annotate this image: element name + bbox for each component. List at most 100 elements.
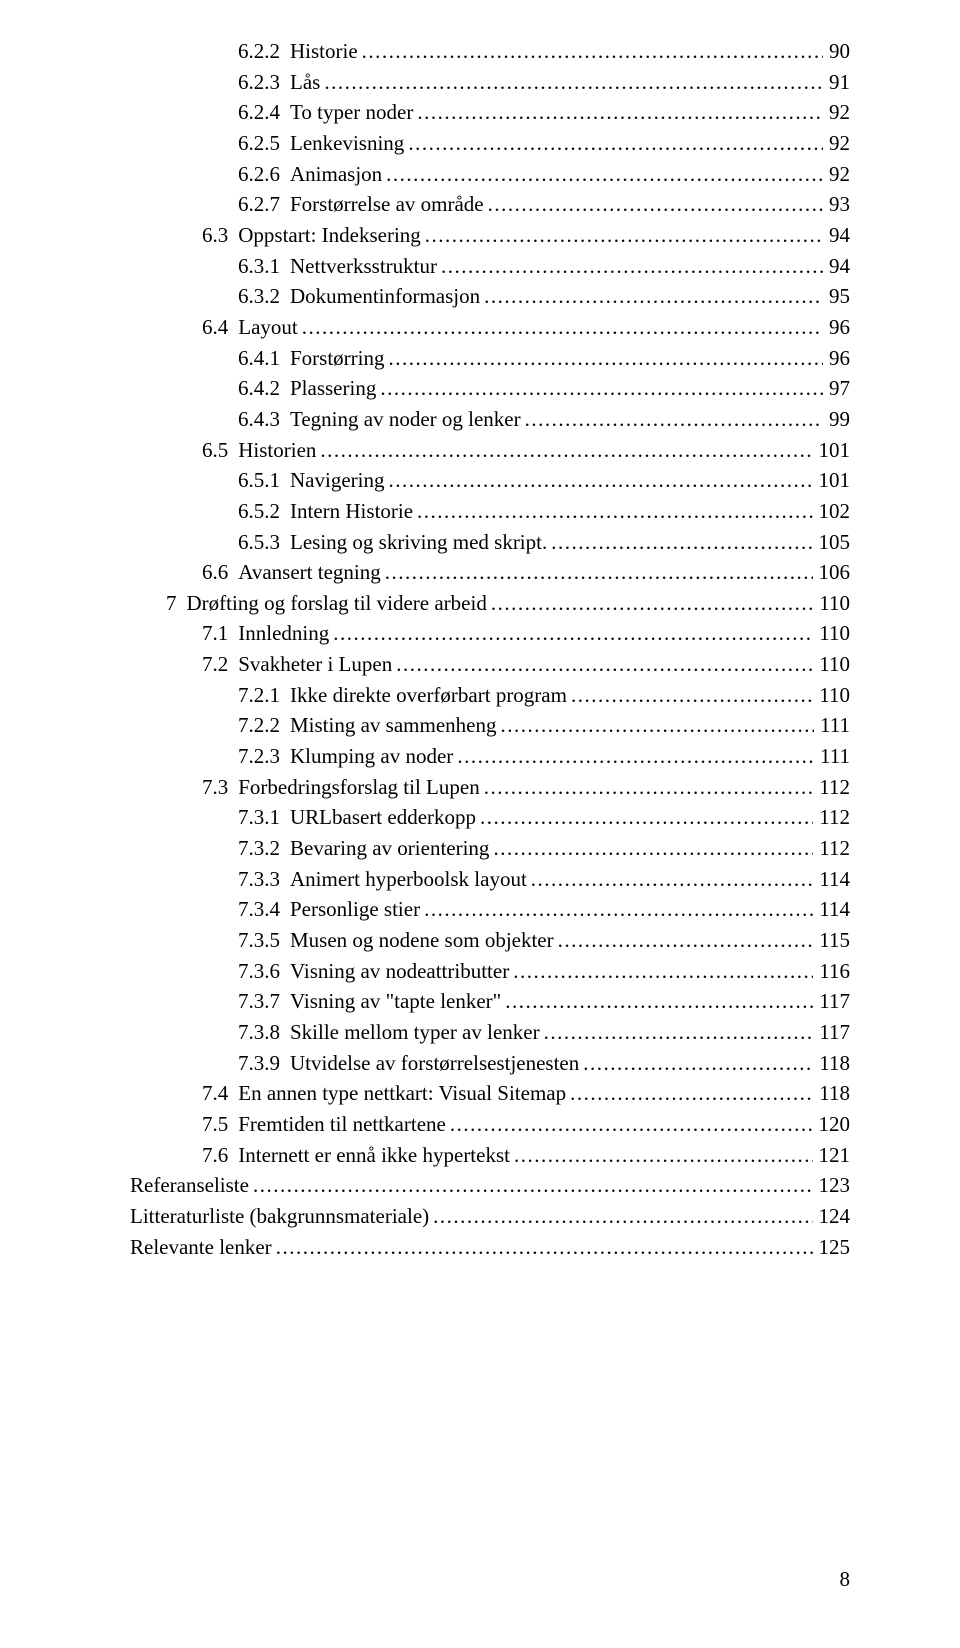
toc-entry: 6.4Layout96: [130, 312, 850, 343]
toc-leader-dots: [484, 189, 823, 220]
toc-entry-title: Tegning av noder og lenker: [290, 404, 521, 435]
toc-entry: 7.3.1URLbasert edderkopp112: [130, 802, 850, 833]
toc-entry-title: Misting av sammenheng: [290, 710, 496, 741]
toc-entry-title: Dokumentinformasjon: [290, 281, 480, 312]
toc-leader-dots: [421, 220, 823, 251]
toc-entry: 6.5Historien101: [130, 435, 850, 466]
toc-entry: 6.4.1Forstørring 96: [130, 343, 850, 374]
toc-entry-number: 7.2.2: [238, 710, 290, 741]
toc-leader-dots: [376, 373, 823, 404]
toc-entry-title: Navigering: [290, 465, 384, 496]
toc-entry-page: 110: [813, 680, 850, 711]
toc-leader-dots: [489, 833, 813, 864]
toc-entry-title: Animert hyperboolsk layout: [290, 864, 527, 895]
toc-entry-page: 95: [823, 281, 850, 312]
toc-entry-number: 6.5: [202, 435, 238, 466]
toc-leader-dots: [249, 1170, 813, 1201]
toc-entry-title: Musen og nodene som objekter: [290, 925, 554, 956]
toc-entry: 7Drøfting og forslag til videre arbeid11…: [130, 588, 850, 619]
toc-leader-dots: [384, 465, 812, 496]
toc-entry-page: 121: [813, 1140, 851, 1171]
toc-entry-page: 111: [814, 710, 850, 741]
toc-leader-dots: [527, 864, 813, 895]
toc-entry: 6.2.5Lenkevisning92: [130, 128, 850, 159]
toc-entry: 6.4.3Tegning av noder og lenker99: [130, 404, 850, 435]
toc-entry-number: 6.4.1: [238, 343, 290, 374]
toc-entry-title: En annen type nettkart: Visual Sitemap: [238, 1078, 566, 1109]
toc-entry-title: Nettverksstruktur: [290, 251, 437, 282]
toc-entry: 6.3Oppstart: Indeksering94: [130, 220, 850, 251]
toc-entry-number: 7.3.7: [238, 986, 290, 1017]
toc-entry-title: Personlige stier: [290, 894, 420, 925]
toc-entry-number: 7.2.1: [238, 680, 290, 711]
page-number: 8: [840, 1567, 851, 1592]
toc-entry-page: 92: [823, 97, 850, 128]
toc-entry-title: Relevante lenker: [130, 1232, 272, 1263]
toc-leader-dots: [446, 1109, 813, 1140]
toc-leader-dots: [540, 1017, 814, 1048]
toc-entry: 6.2.3Lås91: [130, 67, 850, 98]
toc-entry-number: 7.4: [202, 1078, 238, 1109]
toc-entry-number: 7.1: [202, 618, 238, 649]
toc-entry-title: Visning av nodeattributter: [290, 956, 509, 987]
toc-entry: 7.6Internett er ennå ikke hypertekst121: [130, 1140, 850, 1171]
toc-leader-dots: [413, 97, 823, 128]
toc-entry-title: Referanseliste: [130, 1170, 249, 1201]
toc-entry-page: 115: [813, 925, 850, 956]
toc-leader-dots: [385, 343, 824, 374]
toc-entry-page: 105: [813, 527, 851, 558]
toc-entry-number: 6.3.2: [238, 281, 290, 312]
toc-entry-page: 93: [823, 189, 850, 220]
toc-leader-dots: [510, 1140, 813, 1171]
page-content: 6.2.2Historie906.2.3Lås916.2.4To typer n…: [0, 0, 960, 1322]
toc-entry: 6.5.3Lesing og skriving med skript.105: [130, 527, 850, 558]
toc-leader-dots: [487, 588, 813, 619]
toc-leader-dots: [521, 404, 823, 435]
toc-entry-title: Forstørring: [290, 343, 385, 374]
toc-entry-page: 111: [814, 741, 850, 772]
toc-leader-dots: [453, 741, 814, 772]
toc-entry: 6.3.1Nettverksstruktur94: [130, 251, 850, 282]
toc-entry-number: 6.4.2: [238, 373, 290, 404]
toc-entry: 7.3Forbedringsforslag til Lupen112: [130, 772, 850, 803]
toc-entry-number: 6.2.6: [238, 159, 290, 190]
toc-entry-title: Internett er ennå ikke hypertekst: [238, 1140, 510, 1171]
toc-entry-number: 6.2.5: [238, 128, 290, 159]
toc-entry: Relevante lenker125: [130, 1232, 850, 1263]
toc-entry-number: 6.2.3: [238, 67, 290, 98]
toc-entry-title: Lås: [290, 67, 320, 98]
toc-entry: 7.2.2Misting av sammenheng 111: [130, 710, 850, 741]
toc-entry-title: Fremtiden til nettkartene: [238, 1109, 446, 1140]
toc-entry-title: URLbasert edderkopp: [290, 802, 476, 833]
toc-entry: Referanseliste123: [130, 1170, 850, 1201]
toc-entry: 6.4.2Plassering97: [130, 373, 850, 404]
toc-entry: 7.3.6Visning av nodeattributter116: [130, 956, 850, 987]
toc-entry-title: Utvidelse av forstørrelsestjenesten: [290, 1048, 579, 1079]
toc-entry-number: 7.3.9: [238, 1048, 290, 1079]
toc-entry-number: 6.3.1: [238, 251, 290, 282]
toc-leader-dots: [392, 649, 813, 680]
toc-entry-page: 120: [813, 1109, 851, 1140]
toc-entry-page: 97: [823, 373, 850, 404]
toc-leader-dots: [554, 925, 814, 956]
toc-entry: 6.2.6Animasjon92: [130, 159, 850, 190]
toc-entry-title: Forbedringsforslag til Lupen: [238, 772, 479, 803]
toc-entry-title: Forstørrelse av område: [290, 189, 484, 220]
toc-entry-title: Ikke direkte overførbart program: [290, 680, 567, 711]
toc-leader-dots: [547, 527, 812, 558]
toc-entry-number: 7: [166, 588, 187, 619]
toc-entry-title: Visning av "tapte lenker": [290, 986, 501, 1017]
toc-entry-number: 6.2.2: [238, 36, 290, 67]
toc-entry-number: 7.3.8: [238, 1017, 290, 1048]
toc-leader-dots: [501, 986, 813, 1017]
toc-entry-number: 6.5.1: [238, 465, 290, 496]
toc-entry-page: 102: [813, 496, 851, 527]
toc-entry-title: Litteraturliste (bakgrunnsmateriale): [130, 1201, 429, 1232]
toc-entry: 6.5.1Navigering101: [130, 465, 850, 496]
toc-entry-page: 96: [823, 343, 850, 374]
toc-entry: 6.6Avansert tegning106: [130, 557, 850, 588]
toc-entry-title: Layout: [238, 312, 297, 343]
toc-leader-dots: [358, 36, 823, 67]
toc-entry-page: 110: [813, 618, 850, 649]
toc-entry-page: 110: [813, 588, 850, 619]
